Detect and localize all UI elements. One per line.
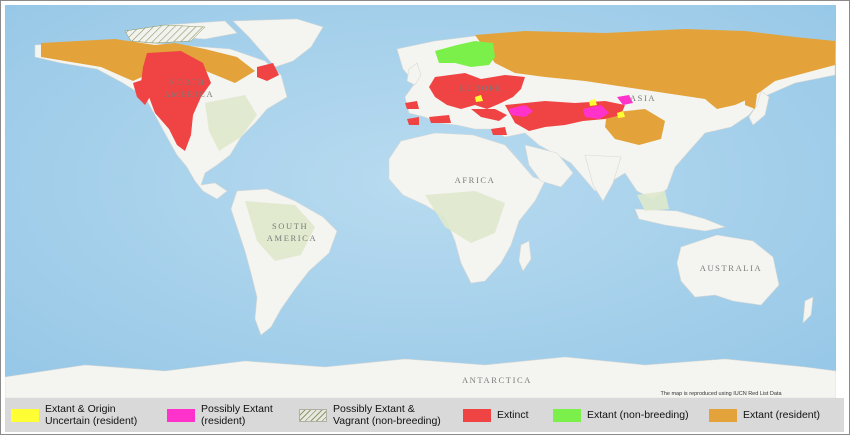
antarctica-land: [5, 356, 836, 398]
legend-label: Extinct: [497, 409, 529, 421]
australia-land: [676, 234, 780, 306]
map-credit: The map is reproduced using IUCN Red Lis…: [660, 391, 782, 397]
label-africa: AFRICA: [455, 175, 496, 185]
legend-swatch: [167, 408, 195, 422]
legend-label: Possibly Extant (resident): [201, 403, 273, 427]
legend-item-possibly-extant: Possibly Extant (resident): [167, 398, 273, 432]
greenland-land: [232, 18, 324, 68]
legend-label: Extant & Origin Uncertain (resident): [45, 403, 138, 427]
legend-swatch: [709, 408, 737, 422]
range-map: NORTH AMERICA EUROPE ASIA AFRICA SOUTH A…: [5, 5, 836, 398]
legend-swatch: [299, 408, 327, 422]
legend-item-extinct: Extinct: [463, 398, 529, 432]
label-asia: ASIA: [630, 93, 656, 103]
range-possibly-extant-vagrant: [124, 24, 206, 44]
legend-item-extant-resident: Extant (resident): [709, 398, 820, 432]
label-north-america: NORTH AMERICA: [164, 77, 214, 99]
range-extant-non-breeding: [435, 41, 495, 67]
label-australia: AUSTRALIA: [700, 263, 763, 273]
legend-label: Extant (resident): [743, 409, 821, 421]
legend-label: Extant (non-breeding): [587, 409, 689, 421]
legend-item-extant-non-breeding: Extant (non-breeding): [553, 398, 689, 432]
legend-swatch: [553, 408, 581, 422]
label-south-america: SOUTH AMERICA: [267, 221, 317, 243]
label-europe: EUROPE: [460, 83, 503, 93]
legend-item-origin-uncertain: Extant & Origin Uncertain (resident): [11, 398, 137, 432]
label-antarctica: ANTARCTICA: [462, 375, 532, 385]
legend-item-possibly-extant-vagrant: Possibly Extant & Vagrant (non-breeding): [299, 398, 441, 432]
legend-swatch: [463, 408, 491, 422]
range-origin-uncertain: [475, 95, 625, 118]
legend-swatch: [11, 408, 39, 422]
legend-label: Possibly Extant & Vagrant (non-breeding): [333, 403, 441, 427]
legend: Extant & Origin Uncertain (resident) Pos…: [5, 398, 844, 432]
range-possibly-extant: [509, 95, 633, 119]
